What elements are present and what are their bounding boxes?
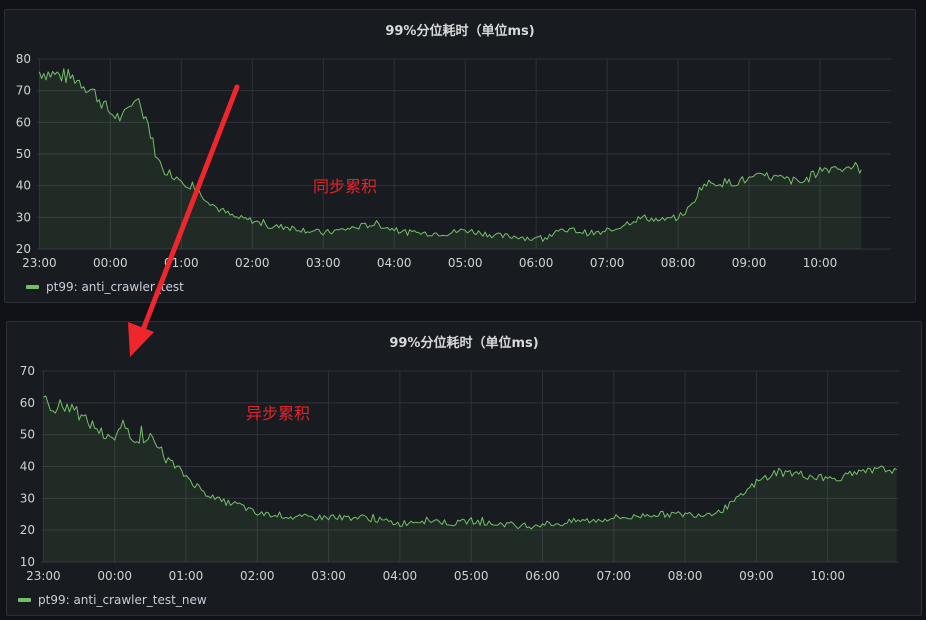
x-tick-label: 06:00 xyxy=(519,256,554,270)
chart-panel-sync: 99%分位耗时（单位ms) 20 30 40 50 60 70 80 23:00 00:00 01… xyxy=(4,9,916,303)
grid xyxy=(37,58,891,250)
x-tick-label: 03:00 xyxy=(306,256,341,270)
x-tick-label: 09:00 xyxy=(732,256,767,270)
y-tick-label: 60 xyxy=(20,396,35,410)
chart-plot-async: 10 20 30 40 50 60 70 23:00 00:00 01:00 02:00 03:00 0… xyxy=(20,364,899,583)
y-tick-label: 40 xyxy=(16,179,31,193)
legend-label: pt99: anti_crawler_test xyxy=(46,280,184,294)
x-tick-label: 04:00 xyxy=(383,569,418,583)
x-tick-label: 10:00 xyxy=(810,569,845,583)
legend-label: pt99: anti_crawler_test_new xyxy=(38,593,207,607)
y-tick-label: 20 xyxy=(20,523,35,537)
legend-item[interactable]: pt99: anti_crawler_test_new xyxy=(18,593,207,607)
x-tick-label: 07:00 xyxy=(590,256,625,270)
y-tick-label: 70 xyxy=(20,364,35,378)
x-tick-label: 04:00 xyxy=(377,256,412,270)
x-tick-label: 09:00 xyxy=(739,569,774,583)
y-tick-label: 50 xyxy=(16,147,31,161)
legend-swatch-icon xyxy=(18,598,31,602)
x-tick-label: 05:00 xyxy=(454,569,489,583)
panel-title: 99%分位耗时（单位ms) xyxy=(389,336,539,351)
y-tick-label: 10 xyxy=(20,555,35,569)
x-tick-label: 05:00 xyxy=(448,256,483,270)
x-tick-label: 03:00 xyxy=(311,569,346,583)
x-tick-label: 02:00 xyxy=(240,569,275,583)
y-tick-label: 30 xyxy=(20,491,35,505)
x-tick-label: 00:00 xyxy=(97,569,132,583)
legend-swatch-icon xyxy=(26,285,39,289)
x-tick-label: 01:00 xyxy=(169,569,204,583)
panel-title: 99%分位耗时（单位ms) xyxy=(385,24,535,39)
y-tick-label: 20 xyxy=(16,242,31,256)
legend-item[interactable]: pt99: anti_crawler_test xyxy=(26,280,184,294)
x-tick-label: 23:00 xyxy=(26,569,61,583)
x-tick-label: 07:00 xyxy=(596,569,631,583)
annotation-sync: 同步累积 xyxy=(313,177,378,196)
y-tick-label: 30 xyxy=(16,210,31,224)
x-tick-label: 00:00 xyxy=(93,256,128,270)
y-tick-label: 50 xyxy=(20,428,35,442)
x-tick-label: 02:00 xyxy=(235,256,270,270)
y-tick-label: 80 xyxy=(16,52,31,66)
x-tick-label: 08:00 xyxy=(661,256,696,270)
series-area xyxy=(39,68,862,249)
chart-panel-async: 99%分位耗时（单位ms) 10 20 30 40 50 60 70 23:00 00:00 01… xyxy=(6,321,922,616)
x-tick-label: 06:00 xyxy=(525,569,560,583)
y-tick-label: 70 xyxy=(16,84,31,98)
grid xyxy=(41,370,899,563)
x-tick-label: 10:00 xyxy=(803,256,838,270)
annotation-async: 异步累积 xyxy=(246,404,311,423)
x-tick-label: 08:00 xyxy=(668,569,703,583)
series-line[interactable] xyxy=(43,395,897,530)
x-tick-label: 23:00 xyxy=(22,256,57,270)
y-tick-label: 40 xyxy=(20,460,35,474)
series-line[interactable] xyxy=(38,68,862,242)
y-tick-label: 60 xyxy=(16,115,31,129)
series-area xyxy=(43,396,897,562)
